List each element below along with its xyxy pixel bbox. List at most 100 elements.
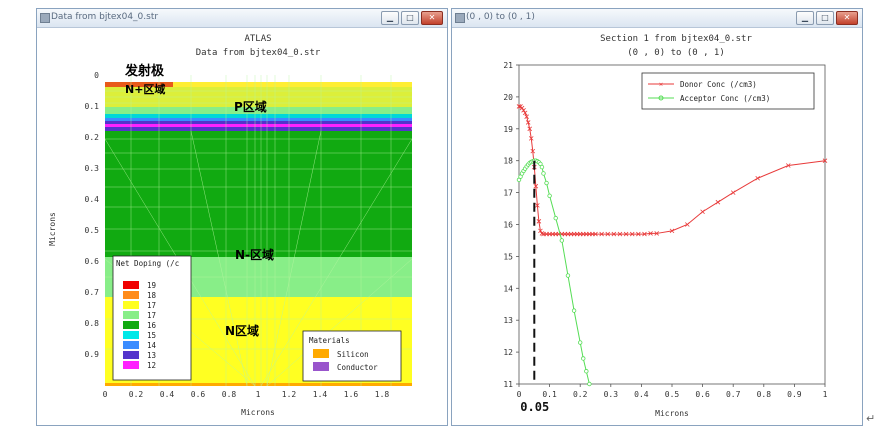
y-axis-ticks: 0 0.1 0.2 0.3 0.4 0.5 0.6 0.7 0.8 0.9: [85, 71, 100, 359]
legend-x-marker-icon: ×: [659, 81, 663, 89]
y-tick-label: 21: [503, 61, 513, 70]
doping-swatch: [123, 301, 139, 309]
donor-point: [605, 231, 611, 237]
donor-point: [685, 222, 690, 227]
doping-level-label: 17: [147, 311, 156, 320]
legend-label: Donor Conc (/cm3): [680, 80, 757, 89]
donor-point: [521, 108, 526, 113]
chart-title: Section 1 from bjtex04_0.str: [600, 34, 752, 44]
x-axis-label: Microns: [655, 409, 689, 418]
doping-swatch: [123, 361, 139, 369]
device-structure-plot[interactable]: ATLAS Data from bjtex04_0.str: [41, 29, 445, 423]
donor-point: [629, 231, 635, 237]
plot-area: [518, 64, 826, 385]
x-tick-label: 0.6: [695, 390, 710, 399]
acceptor-point: [571, 308, 577, 313]
close-button[interactable]: ✕: [836, 11, 858, 25]
donor-point: [611, 231, 617, 237]
y-tick: 0.7: [85, 288, 100, 297]
doping-level-label: 12: [147, 361, 156, 370]
x-tick-label: 0.7: [726, 390, 741, 399]
acceptor-point: [539, 164, 545, 170]
doping-swatch: [123, 311, 139, 319]
donor-point: [522, 110, 528, 116]
donor-point: [533, 183, 539, 189]
doping-swatch: [123, 331, 139, 339]
net-doping-legend-title: Net Doping (/c: [116, 259, 179, 268]
legend-circle-marker-icon: [658, 95, 664, 101]
x-axis-label: Microns: [241, 408, 275, 417]
x-tick: 1.2: [282, 390, 297, 399]
material-swatch: [313, 362, 329, 371]
y-tick: 0.3: [85, 164, 100, 173]
acceptor-point: [547, 193, 552, 198]
y-axis-ticks: 11 12 13 14 15 16 17 18 19 20 21: [503, 61, 519, 389]
x-tick: 0: [103, 390, 108, 399]
n-region-annotation: N区域: [225, 323, 259, 338]
x-axis-ticks: 0 0.1 0.2 0.3 0.4 0.5 0.6 0.7 0.8 0.9 1: [517, 384, 828, 399]
close-button[interactable]: ✕: [421, 11, 443, 25]
y-tick: 0.6: [85, 257, 100, 266]
maximize-button[interactable]: □: [816, 11, 834, 25]
plot-subtitle: Data from bjtex04_0.str: [196, 48, 321, 58]
doping-level-label: 13: [147, 351, 156, 360]
donor-point: [599, 231, 604, 237]
acceptor-point: [559, 238, 565, 243]
chart-legend: × Donor Conc (/cm3) Acceptor Conc (/cm3): [641, 72, 815, 110]
left-window-titlebar[interactable]: Data from bjtex04_0.str ▁ □ ✕: [37, 9, 447, 28]
material-swatch: [313, 349, 329, 358]
y-tick-label: 20: [503, 93, 513, 102]
y-tick-label: 16: [503, 221, 513, 230]
doping-level-label: 19: [147, 281, 156, 290]
acceptor-point: [544, 180, 549, 186]
material-label: Conductor: [337, 363, 378, 372]
x-tick: 0.6: [191, 390, 206, 399]
chart-subtitle: (0 , 0) to (0 , 1): [627, 48, 725, 58]
app-icon: [40, 13, 50, 23]
left-window-title: Data from bjtex04_0.str: [51, 12, 159, 22]
y-tick-label: 13: [503, 316, 513, 325]
x-tick-label: 0.4: [634, 390, 649, 399]
x-tick: 0.4: [160, 390, 175, 399]
p-region-annotation: P区域: [234, 99, 267, 114]
n-plus-region-annotation: N+区域: [125, 82, 165, 96]
device-structure-window[interactable]: Data from bjtex04_0.str ▁ □ ✕ ATLAS Data…: [36, 8, 448, 426]
plot-title: ATLAS: [244, 34, 271, 44]
doping-level-label: 16: [147, 321, 157, 330]
right-window-titlebar[interactable]: (0 , 0) to (0 , 1) ▁ □ ✕: [452, 9, 862, 28]
depth-marker-label: 0.05: [520, 400, 549, 414]
doping-profile-chart[interactable]: Section 1 from bjtex04_0.str (0 , 0) to …: [456, 29, 860, 423]
cutline-profile-window[interactable]: (0 , 0) to (0 , 1) ▁ □ ✕ Section 1 from …: [451, 8, 863, 426]
emitter-annotation: 发射极: [124, 63, 165, 79]
materials-legend-title: Materials: [309, 336, 350, 345]
x-tick: 0.8: [222, 390, 237, 399]
y-tick: 0.9: [85, 350, 100, 359]
donor-point: [528, 136, 534, 141]
y-tick-label: 12: [503, 348, 513, 357]
donor-point: [516, 104, 522, 109]
donor-point: [822, 158, 828, 163]
acceptor-point: [587, 381, 592, 387]
acceptor-point: [584, 369, 589, 374]
doping-swatch: [123, 351, 139, 359]
x-tick: 0.2: [129, 390, 144, 399]
y-tick-label: 18: [503, 157, 513, 166]
maximize-button[interactable]: □: [401, 11, 419, 25]
doping-swatch: [123, 291, 139, 299]
y-tick: 0.1: [85, 102, 100, 111]
donor-point: [648, 231, 653, 236]
x-tick: 1.4: [313, 390, 328, 399]
minimize-button[interactable]: ▁: [796, 11, 814, 25]
donor-point: [527, 126, 532, 132]
minimize-button[interactable]: ▁: [381, 11, 399, 25]
donor-point: [669, 228, 675, 234]
donor-point: [530, 148, 536, 154]
y-tick: 0.5: [85, 226, 100, 235]
x-tick: 1.8: [375, 390, 390, 399]
y-tick-label: 19: [503, 125, 513, 134]
return-arrow-icon: ↵: [866, 412, 876, 425]
donor-point: [755, 175, 760, 181]
doping-level-label: 18: [147, 291, 157, 300]
donor-point: [654, 231, 659, 236]
x-tick-label: 0.3: [604, 390, 619, 399]
